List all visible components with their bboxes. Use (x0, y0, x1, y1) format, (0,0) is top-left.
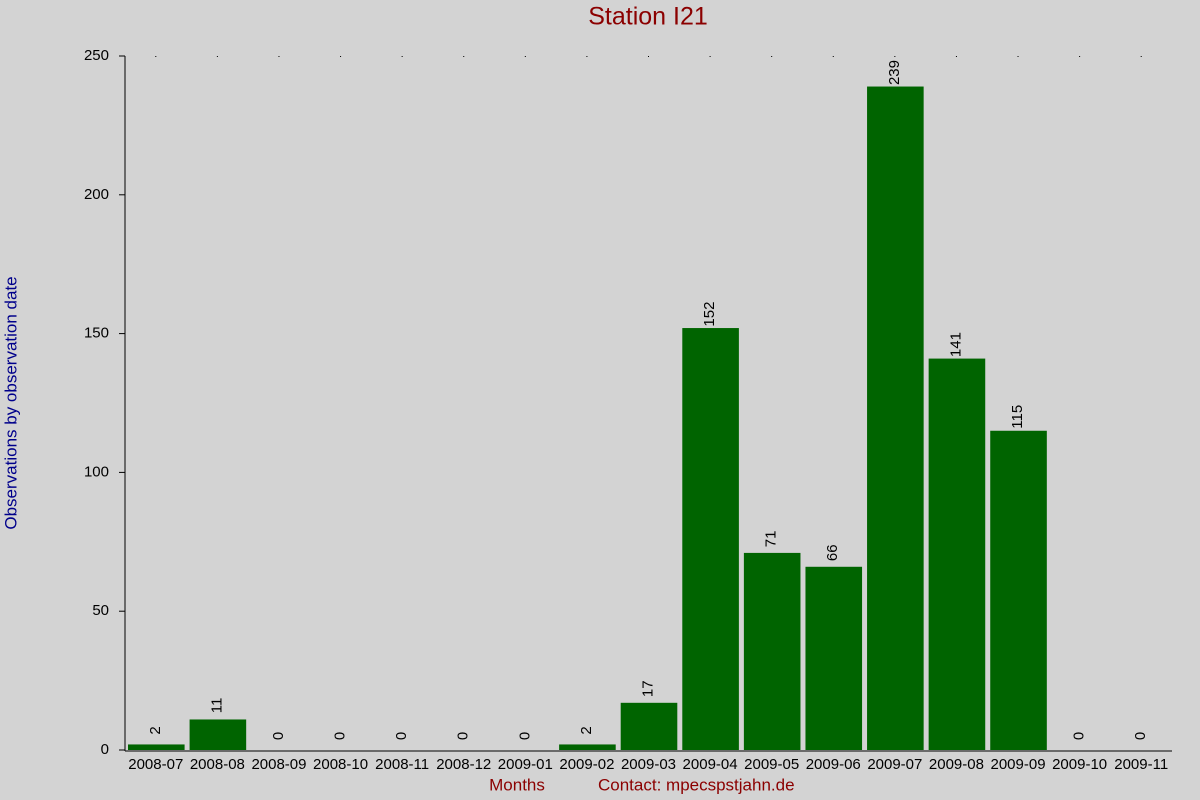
value-label: 0 (332, 732, 349, 740)
value-label: 115 (1009, 405, 1026, 429)
value-label: 17 (639, 680, 656, 697)
top-dot (1017, 56, 1019, 57)
bar (743, 552, 801, 750)
value-label: 2 (147, 726, 164, 734)
top-dot (1079, 56, 1081, 57)
top-dot (771, 56, 773, 57)
top-dot (586, 56, 588, 57)
x-tick-label: 2009-10 (1052, 756, 1107, 773)
x-tick-label: 2009-04 (683, 756, 738, 773)
value-label: 66 (824, 544, 841, 561)
value-label: 152 (701, 302, 718, 327)
top-dot (216, 56, 218, 57)
value-label: 2 (578, 726, 595, 734)
x-tick-label: 2008-07 (128, 756, 183, 773)
x-tick-label: 2008-12 (436, 756, 491, 773)
y-tick-label: 200 (84, 186, 109, 203)
y-tick-label: 100 (84, 463, 109, 480)
x-tick-label: 2009-07 (867, 756, 922, 773)
bar (867, 86, 924, 750)
x-tick-label: 2009-05 (744, 756, 799, 773)
x-axis-label: Months (489, 775, 545, 794)
top-dot (648, 56, 649, 57)
top-dot (524, 56, 526, 57)
x-tick-label: 2009-11 (1114, 756, 1168, 773)
top-dot (832, 56, 834, 57)
chart-title: Station I21 (588, 3, 708, 31)
value-label: 11 (208, 698, 225, 714)
bar (990, 430, 1047, 750)
bar (928, 358, 986, 750)
bar (620, 702, 678, 750)
x-tick-label: 2008-10 (313, 756, 368, 773)
x-tick-label: 2008-09 (251, 756, 306, 773)
x-tick-label: 2009-06 (806, 756, 861, 773)
value-label: 0 (270, 732, 287, 740)
top-dot (340, 56, 342, 57)
value-label: 0 (393, 732, 410, 740)
x-tick-label: 2009-03 (621, 756, 676, 773)
value-label: 0 (1071, 732, 1088, 740)
footer: Contact: mpecspstjahn.de (598, 775, 795, 794)
top-dot (1140, 56, 1142, 57)
value-label: 141 (947, 332, 964, 357)
value-label: 0 (1132, 732, 1149, 740)
top-dot (463, 56, 465, 57)
top-dot (709, 56, 711, 57)
y-tick-label: 150 (84, 325, 109, 342)
top-dot (278, 56, 280, 57)
bar (682, 328, 739, 750)
bar (559, 744, 616, 750)
top-dot (955, 56, 957, 57)
y-tick-label: 0 (101, 741, 109, 758)
value-label: 0 (516, 732, 533, 740)
value-label: 0 (455, 732, 472, 740)
y-tick-label: 50 (92, 602, 109, 619)
y-axis-label: Observations by observation date (1, 276, 20, 529)
x-tick-label: 2008-08 (190, 756, 245, 773)
x-tick-label: 2009-02 (559, 756, 614, 773)
value-label: 239 (886, 60, 903, 85)
x-tick-label: 2008-11 (375, 756, 429, 773)
x-tick-label: 2009-08 (929, 756, 984, 773)
top-dot (894, 56, 896, 57)
bar (128, 744, 185, 750)
top-dot (401, 56, 403, 57)
bar (189, 719, 247, 750)
value-label: 71 (763, 531, 780, 548)
bar (805, 566, 863, 750)
top-dot (155, 56, 157, 57)
y-tick-label: 250 (84, 47, 109, 64)
x-tick-label: 2009-09 (990, 756, 1045, 773)
x-tick-label: 2009-01 (498, 756, 553, 773)
